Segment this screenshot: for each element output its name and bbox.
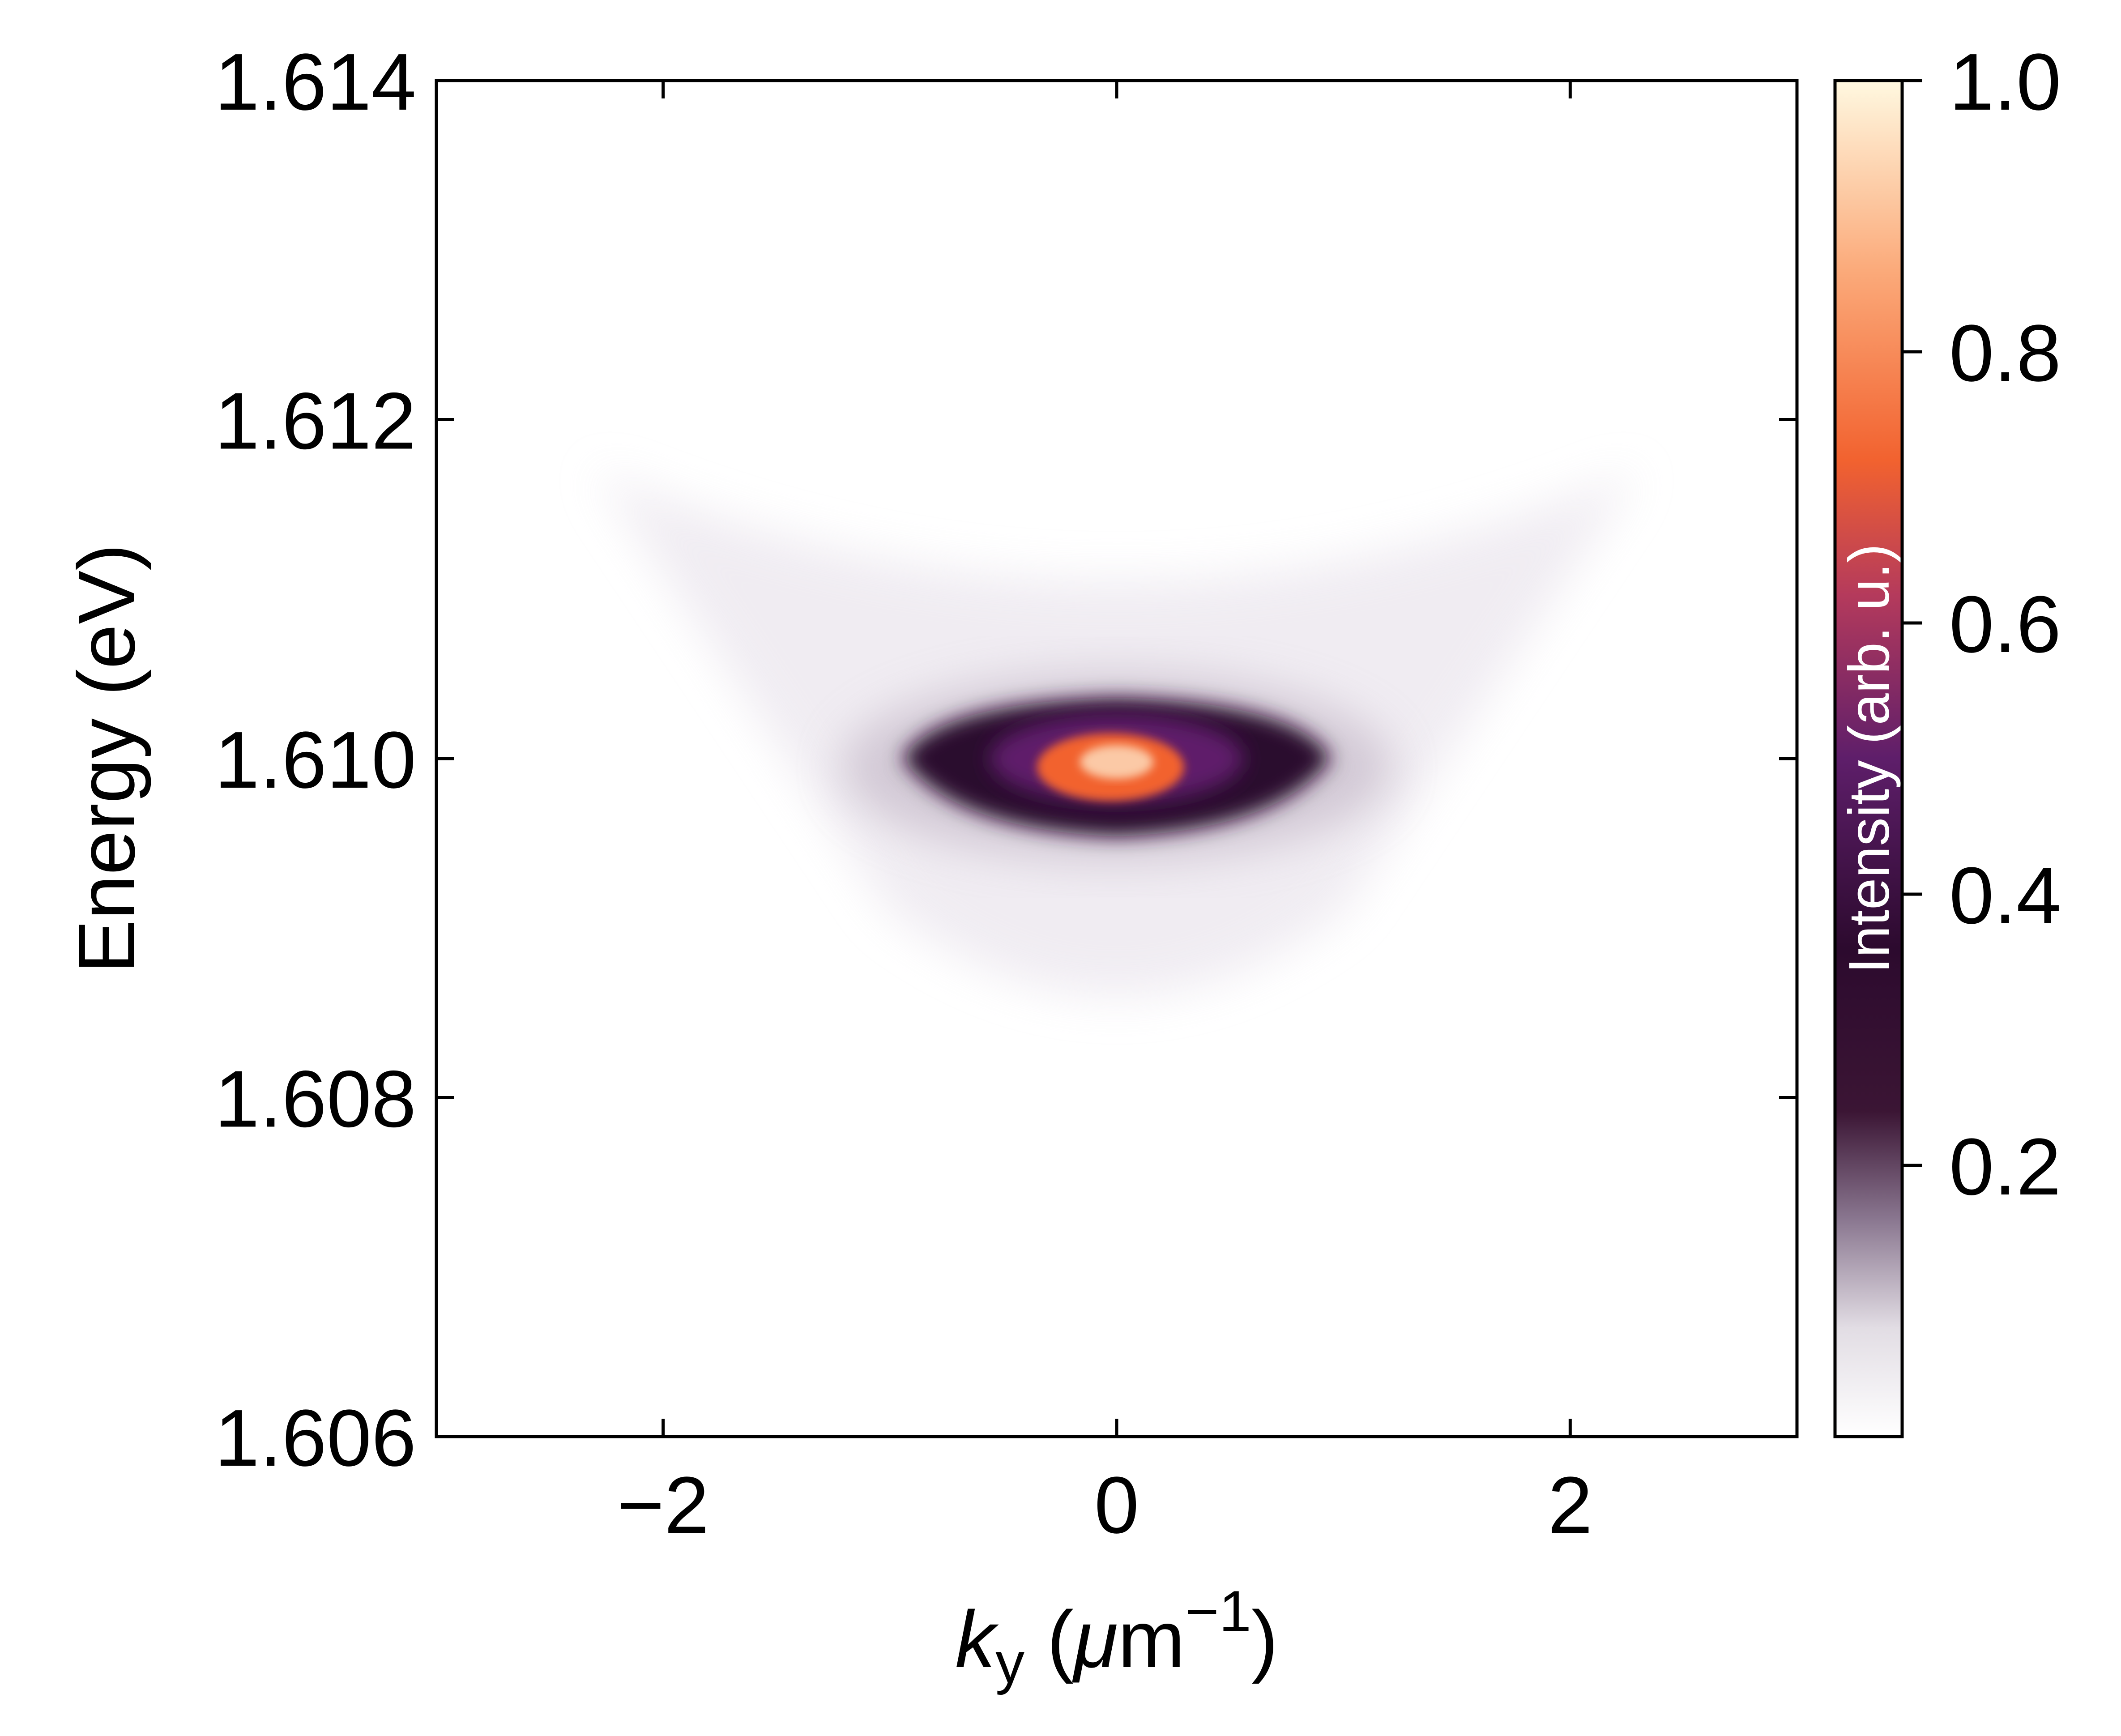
colorbar-tick-label: 0.6: [1949, 580, 2061, 670]
colorbar-label: Intensity (arb. u.): [1837, 544, 1901, 973]
colorbar-tick-label: 0.8: [1949, 308, 2061, 398]
colorbar-tick-label: 1.0: [1949, 37, 2061, 127]
x-axis-label-unit-m: m: [1118, 1595, 1185, 1685]
x-axis-label-symbol: k: [955, 1595, 999, 1685]
x-tick-label: 0: [1094, 1460, 1139, 1550]
colorbar-frame: [1833, 79, 1904, 1438]
y-tick-label: 1.608: [215, 1054, 416, 1144]
heatmap-peak-bright: [1080, 745, 1154, 779]
y-axis-ticks: 1.606 1.608 1.610 1.612 1.614: [215, 37, 1797, 1483]
x-axis-label-unit-close: ): [1251, 1595, 1278, 1685]
x-axis-label-unit-mu: μ: [1072, 1595, 1118, 1685]
x-axis-label-superscript: −1: [1185, 1578, 1251, 1644]
x-tick-label: 2: [1548, 1460, 1592, 1550]
y-tick-label: 1.614: [215, 37, 416, 127]
x-axis-label: ky (μm−1): [955, 1578, 1278, 1695]
colorbar-fill: [1835, 81, 1902, 1437]
colorbar-tick-label: 0.4: [1949, 851, 2061, 941]
x-tick-label: −2: [617, 1460, 709, 1550]
colorbar-tick-label: 0.2: [1949, 1122, 2061, 1212]
y-axis-label: Energy (eV): [62, 544, 152, 973]
y-tick-label: 1.612: [215, 376, 416, 466]
x-axis-label-unit-open: (: [1024, 1595, 1074, 1685]
y-tick-label: 1.610: [215, 715, 416, 805]
heatmap-plot-area: −2 0 2 1.606 1.608 1.610 1.612 1.614: [215, 37, 1799, 1550]
y-tick-label: 1.606: [215, 1393, 416, 1483]
colorbar-ticks: 0.2 0.4 0.6 0.8 1.0: [1902, 37, 2061, 1212]
x-axis-label-subscript: y: [995, 1630, 1024, 1695]
x-axis-ticks: −2 0 2: [617, 81, 1592, 1550]
heatmap-intensity-layer: [595, 470, 1639, 996]
colorbar: 0.2 0.4 0.6 0.8 1.0 Intensity (arb. u.): [1833, 37, 2061, 1438]
